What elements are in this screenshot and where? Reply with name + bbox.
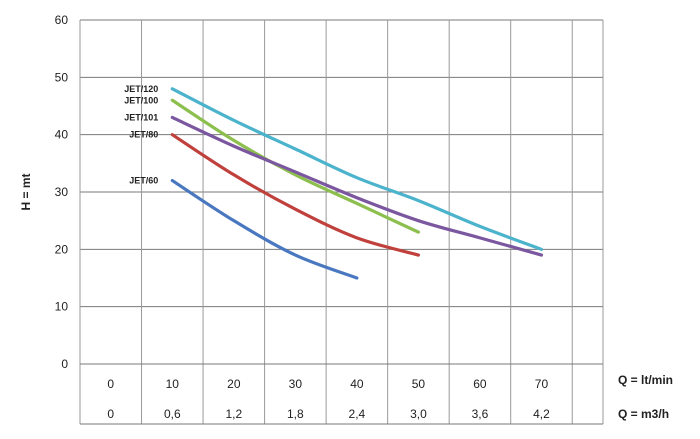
series-label-jet-60: JET/60 bbox=[129, 176, 158, 186]
x-tick-label-secondary: 3,6 bbox=[472, 407, 489, 421]
series-label-jet-101: JET/101 bbox=[124, 112, 158, 122]
x-tick-label-primary: 20 bbox=[227, 377, 241, 391]
x-tick-label-primary: 10 bbox=[166, 377, 180, 391]
series-line-jet-100 bbox=[170, 98, 421, 234]
series-line-jet-60 bbox=[170, 178, 359, 280]
x-tick-label-primary: 60 bbox=[473, 377, 487, 391]
y-tick-label: 50 bbox=[55, 70, 69, 84]
series-line-jet-80 bbox=[170, 133, 421, 257]
x-axis-title-secondary: Q = m3/h bbox=[618, 407, 669, 421]
x-tick-label-primary: 50 bbox=[412, 377, 426, 391]
x-tick-label-secondary: 1,2 bbox=[225, 407, 242, 421]
series-line-jet-101 bbox=[170, 115, 544, 257]
y-tick-label: 0 bbox=[61, 357, 68, 371]
y-tick-label: 60 bbox=[55, 13, 69, 27]
series-line-jet-120 bbox=[170, 87, 544, 251]
y-axis-title: H = mt bbox=[19, 173, 33, 210]
series-label-jet-100: JET/100 bbox=[124, 95, 158, 105]
x-tick-label-primary: 40 bbox=[350, 377, 364, 391]
y-tick-label: 40 bbox=[55, 128, 69, 142]
x-tick-label-primary: 70 bbox=[535, 377, 549, 391]
x-tick-label-secondary: 4,2 bbox=[533, 407, 550, 421]
x-tick-label-primary: 30 bbox=[289, 377, 303, 391]
y-tick-label: 10 bbox=[55, 300, 69, 314]
series-label-jet-120: JET/120 bbox=[124, 84, 158, 94]
x-tick-label-secondary: 1,8 bbox=[287, 407, 304, 421]
x-tick-label-secondary: 2,4 bbox=[349, 407, 366, 421]
x-tick-label-primary: 0 bbox=[107, 377, 114, 391]
x-axis-title-primary: Q = lt/min bbox=[618, 373, 673, 387]
x-tick-label-secondary: 0 bbox=[107, 407, 114, 421]
series-label-jet-80: JET/80 bbox=[129, 130, 158, 140]
y-tick-label: 20 bbox=[55, 242, 69, 256]
x-tick-label-secondary: 3,0 bbox=[410, 407, 427, 421]
y-tick-label: 30 bbox=[55, 185, 69, 199]
x-tick-label-secondary: 0,6 bbox=[164, 407, 181, 421]
